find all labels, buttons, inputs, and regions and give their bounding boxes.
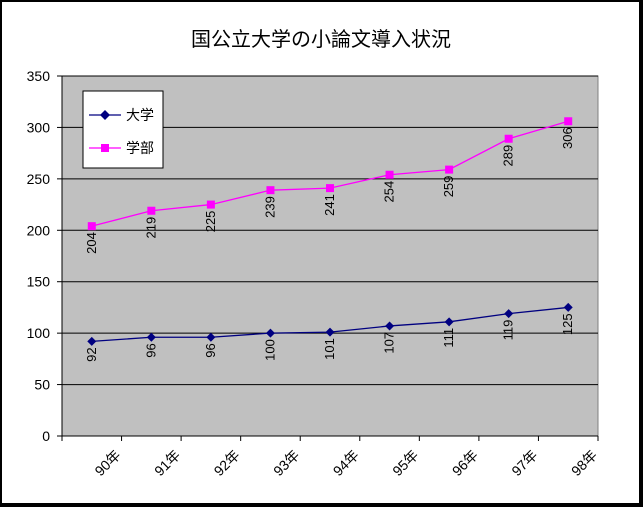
data-label: 239 bbox=[262, 196, 277, 218]
data-point bbox=[265, 328, 275, 338]
data-label: 219 bbox=[143, 217, 158, 239]
y-tick-label: 200 bbox=[27, 222, 51, 238]
data-label: 101 bbox=[322, 338, 337, 360]
y-tick-label: 50 bbox=[34, 377, 50, 393]
x-tick-label: 92年 bbox=[211, 447, 243, 479]
data-label: 241 bbox=[322, 194, 337, 216]
legend: 大学 学部 bbox=[82, 90, 164, 169]
x-tick-label: 98年 bbox=[568, 447, 600, 479]
legend-marker-daigaku bbox=[100, 110, 110, 120]
data-label: 96 bbox=[203, 343, 218, 357]
x-tick-label: 96年 bbox=[449, 447, 481, 479]
y-tick-label: 300 bbox=[27, 119, 51, 135]
data-point bbox=[147, 206, 156, 215]
y-tick-label: 0 bbox=[42, 428, 50, 444]
data-point bbox=[504, 134, 513, 143]
data-label: 204 bbox=[84, 232, 99, 254]
data-point bbox=[563, 302, 573, 312]
data-point bbox=[504, 309, 514, 319]
legend-box bbox=[82, 90, 164, 169]
y-tick-label: 350 bbox=[27, 68, 51, 84]
data-point bbox=[325, 327, 335, 337]
data-point bbox=[146, 332, 156, 342]
x-tick-label: 95年 bbox=[389, 447, 421, 479]
chart-title: 国公立大学の小論文導入状況 bbox=[191, 27, 451, 51]
data-label: 306 bbox=[560, 127, 575, 149]
data-point bbox=[385, 321, 395, 331]
data-point bbox=[206, 332, 216, 342]
data-label: 100 bbox=[262, 339, 277, 361]
x-tick-label: 93年 bbox=[270, 447, 302, 479]
data-label: 107 bbox=[382, 332, 397, 354]
data-label: 289 bbox=[501, 145, 516, 167]
data-point bbox=[266, 186, 275, 195]
y-tick-label: 150 bbox=[27, 274, 51, 290]
data-point bbox=[87, 222, 96, 231]
data-label: 96 bbox=[143, 343, 158, 357]
data-point bbox=[385, 170, 394, 179]
data-point bbox=[326, 184, 334, 193]
legend-marker-gakubu bbox=[101, 144, 109, 152]
data-point bbox=[564, 117, 573, 126]
data-point bbox=[206, 200, 215, 209]
legend-label-daigaku: 大学 bbox=[126, 108, 154, 124]
data-point bbox=[87, 336, 97, 346]
data-label: 254 bbox=[382, 181, 397, 203]
y-tick-label: 250 bbox=[27, 171, 51, 187]
data-label: 111 bbox=[441, 328, 456, 348]
x-tick-label: 97年 bbox=[508, 447, 540, 479]
x-tick-label: 94年 bbox=[330, 447, 362, 479]
data-point bbox=[445, 165, 454, 174]
data-point bbox=[444, 317, 454, 327]
y-tick-label: 100 bbox=[27, 325, 51, 341]
data-label: 259 bbox=[441, 176, 456, 198]
x-tick-label: 91年 bbox=[151, 447, 183, 479]
data-label: 225 bbox=[203, 211, 218, 233]
x-tick-label: 90年 bbox=[91, 447, 123, 479]
legend-label-gakubu: 学部 bbox=[126, 141, 154, 157]
data-label: 125 bbox=[560, 313, 575, 335]
data-label: 119 bbox=[501, 320, 516, 341]
data-label: 92 bbox=[84, 347, 99, 361]
